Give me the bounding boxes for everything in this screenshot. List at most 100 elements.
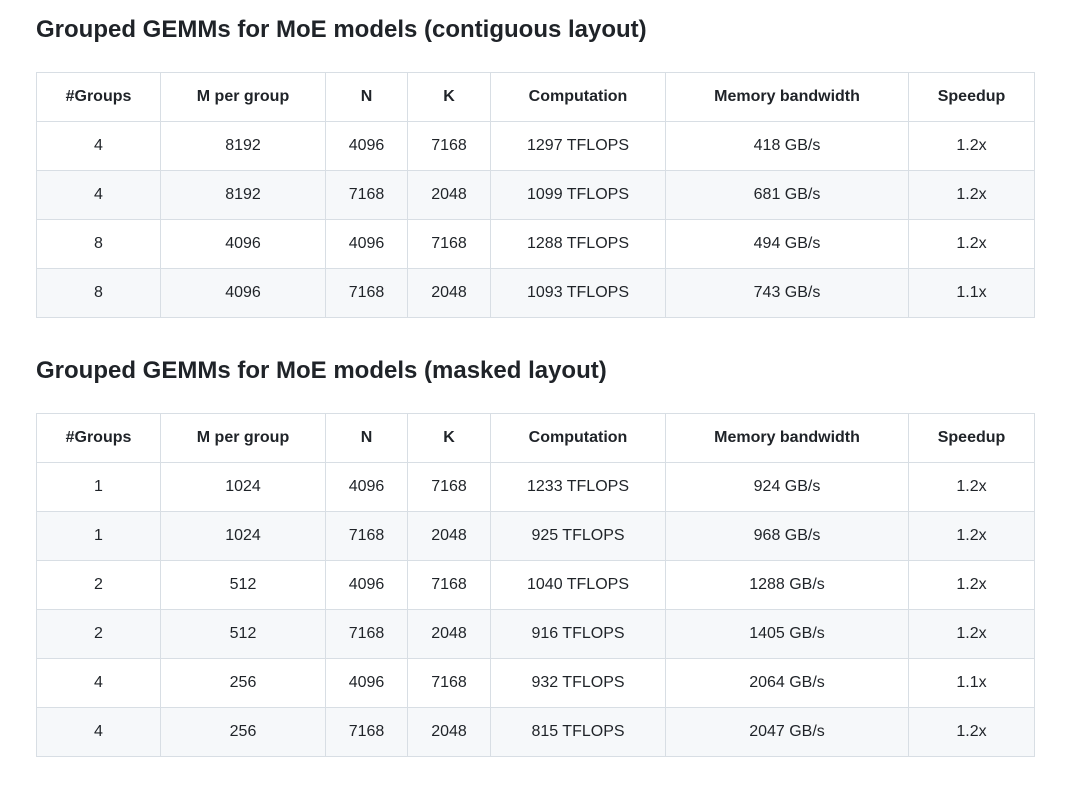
table-cell-memory-bandwidth: 1405 GB/s <box>665 609 909 659</box>
table-cell-speedup: 1.2x <box>908 707 1035 757</box>
table-cell-k: 2048 <box>407 707 491 757</box>
table-cell-memory-bandwidth: 494 GB/s <box>665 219 909 269</box>
header-cell-k: K <box>407 413 491 463</box>
table-cell-k: 7168 <box>407 219 491 269</box>
table-cell-memory-bandwidth: 2047 GB/s <box>665 707 909 757</box>
table-cell-n: 7168 <box>325 170 408 220</box>
table-row: 1 1024 7168 2048 925 TFLOPS 968 GB/s 1.2x <box>36 511 1035 561</box>
table-cell-n: 7168 <box>325 511 408 561</box>
table-cell-m-per-group: 512 <box>160 560 326 610</box>
table-row: 2 512 7168 2048 916 TFLOPS 1405 GB/s 1.2x <box>36 609 1035 659</box>
table-cell-groups: 1 <box>36 462 161 512</box>
section-contiguous-layout: Grouped GEMMs for MoE models (contiguous… <box>36 14 1044 318</box>
table-cell-memory-bandwidth: 681 GB/s <box>665 170 909 220</box>
header-cell-n: N <box>325 413 408 463</box>
table-cell-computation: 932 TFLOPS <box>490 658 666 708</box>
table-cell-computation: 1233 TFLOPS <box>490 462 666 512</box>
table-row: 4 256 4096 7168 932 TFLOPS 2064 GB/s 1.1x <box>36 658 1035 708</box>
table-row: 2 512 4096 7168 1040 TFLOPS 1288 GB/s 1.2x <box>36 560 1035 610</box>
table-cell-m-per-group: 1024 <box>160 462 326 512</box>
table-cell-speedup: 1.1x <box>908 268 1035 318</box>
header-cell-m-per-group: M per group <box>160 72 326 122</box>
table-cell-m-per-group: 1024 <box>160 511 326 561</box>
table-cell-n: 7168 <box>325 268 408 318</box>
table-row: 4 256 7168 2048 815 TFLOPS 2047 GB/s 1.2x <box>36 707 1035 757</box>
table-body: 4 8192 4096 7168 1297 TFLOPS 418 GB/s 1.2x 4 819… <box>36 121 1035 318</box>
table-cell-memory-bandwidth: 924 GB/s <box>665 462 909 512</box>
table-cell-k: 7168 <box>407 560 491 610</box>
table-cell-m-per-group: 512 <box>160 609 326 659</box>
table-cell-k: 7168 <box>407 121 491 171</box>
table-cell-memory-bandwidth: 2064 GB/s <box>665 658 909 708</box>
table-cell-k: 2048 <box>407 511 491 561</box>
gemm-table-contiguous: #Groups M per group N K Computation Memory ba… <box>36 72 1035 318</box>
table-body: 1 1024 4096 7168 1233 TFLOPS 924 GB/s 1.2x 1 102… <box>36 462 1035 757</box>
header-cell-memory-bandwidth: Memory bandwidth <box>665 72 909 122</box>
table-cell-memory-bandwidth: 1288 GB/s <box>665 560 909 610</box>
table-cell-m-per-group: 8192 <box>160 170 326 220</box>
table-cell-speedup: 1.2x <box>908 462 1035 512</box>
table-cell-computation: 1288 TFLOPS <box>490 219 666 269</box>
table-row: 8 4096 4096 7168 1288 TFLOPS 494 GB/s 1.2x <box>36 219 1035 269</box>
table-cell-computation: 1297 TFLOPS <box>490 121 666 171</box>
table-cell-speedup: 1.2x <box>908 121 1035 171</box>
table-cell-groups: 2 <box>36 560 161 610</box>
table-row: 8 4096 7168 2048 1093 TFLOPS 743 GB/s 1.1x <box>36 268 1035 318</box>
table-cell-groups: 2 <box>36 609 161 659</box>
section-masked-layout: Grouped GEMMs for MoE models (masked lay… <box>36 355 1044 757</box>
table-cell-computation: 916 TFLOPS <box>490 609 666 659</box>
header-cell-groups: #Groups <box>36 72 161 122</box>
table-cell-m-per-group: 8192 <box>160 121 326 171</box>
table-cell-n: 4096 <box>325 121 408 171</box>
table-cell-k: 7168 <box>407 462 491 512</box>
header-cell-speedup: Speedup <box>908 72 1035 122</box>
table-cell-k: 2048 <box>407 268 491 318</box>
table-cell-k: 2048 <box>407 609 491 659</box>
table-row: 4 8192 4096 7168 1297 TFLOPS 418 GB/s 1.2x <box>36 121 1035 171</box>
table-cell-n: 4096 <box>325 658 408 708</box>
table-cell-k: 2048 <box>407 170 491 220</box>
section-title-contiguous: Grouped GEMMs for MoE models (contiguous… <box>36 16 647 43</box>
table-cell-groups: 8 <box>36 219 161 269</box>
table-cell-memory-bandwidth: 743 GB/s <box>665 268 909 318</box>
table-cell-m-per-group: 256 <box>160 658 326 708</box>
header-cell-n: N <box>325 72 408 122</box>
header-cell-m-per-group: M per group <box>160 413 326 463</box>
table-cell-memory-bandwidth: 418 GB/s <box>665 121 909 171</box>
table-cell-m-per-group: 4096 <box>160 219 326 269</box>
table-cell-speedup: 1.2x <box>908 560 1035 610</box>
table-header-row: #Groups M per group N K Computation Memory ba… <box>36 72 1035 122</box>
table-cell-m-per-group: 256 <box>160 707 326 757</box>
table-cell-n: 4096 <box>325 219 408 269</box>
table-cell-n: 7168 <box>325 707 408 757</box>
table-cell-groups: 4 <box>36 658 161 708</box>
table-cell-k: 7168 <box>407 658 491 708</box>
section-title-masked: Grouped GEMMs for MoE models (masked lay… <box>36 357 607 384</box>
table-cell-groups: 4 <box>36 121 161 171</box>
table-header-row: #Groups M per group N K Computation Memory ba… <box>36 413 1035 463</box>
header-cell-memory-bandwidth: Memory bandwidth <box>665 413 909 463</box>
table-cell-speedup: 1.2x <box>908 609 1035 659</box>
table-cell-speedup: 1.2x <box>908 219 1035 269</box>
table-cell-computation: 1040 TFLOPS <box>490 560 666 610</box>
table-row: 4 8192 7168 2048 1099 TFLOPS 681 GB/s 1.2x <box>36 170 1035 220</box>
table-cell-n: 4096 <box>325 462 408 512</box>
table-cell-m-per-group: 4096 <box>160 268 326 318</box>
table-cell-speedup: 1.1x <box>908 658 1035 708</box>
table-cell-computation: 925 TFLOPS <box>490 511 666 561</box>
table-cell-memory-bandwidth: 968 GB/s <box>665 511 909 561</box>
table-header: #Groups M per group N K Computation Memory ba… <box>36 413 1035 463</box>
table-cell-groups: 1 <box>36 511 161 561</box>
header-cell-computation: Computation <box>490 72 666 122</box>
header-cell-k: K <box>407 72 491 122</box>
table-cell-speedup: 1.2x <box>908 511 1035 561</box>
table-header: #Groups M per group N K Computation Memory ba… <box>36 72 1035 122</box>
gemm-table-masked: #Groups M per group N K Computation Memory ba… <box>36 413 1035 757</box>
header-cell-computation: Computation <box>490 413 666 463</box>
table-cell-speedup: 1.2x <box>908 170 1035 220</box>
table-cell-computation: 815 TFLOPS <box>490 707 666 757</box>
table-cell-computation: 1099 TFLOPS <box>490 170 666 220</box>
table-row: 1 1024 4096 7168 1233 TFLOPS 924 GB/s 1.2x <box>36 462 1035 512</box>
table-cell-computation: 1093 TFLOPS <box>490 268 666 318</box>
